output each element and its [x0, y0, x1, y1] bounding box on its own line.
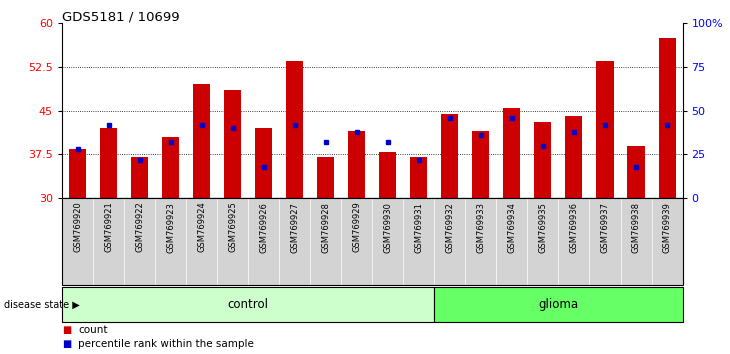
Bar [310, 198, 342, 285]
Text: GSM769921: GSM769921 [104, 202, 113, 252]
Bar [286, 61, 303, 198]
Bar [342, 198, 372, 285]
Text: GSM769939: GSM769939 [663, 202, 672, 253]
Bar [193, 84, 210, 198]
Bar [155, 198, 186, 285]
Bar [466, 198, 496, 285]
Bar [186, 198, 218, 285]
Text: GSM769930: GSM769930 [383, 202, 392, 253]
Bar [255, 128, 272, 198]
Bar [528, 198, 558, 285]
Text: GSM769927: GSM769927 [291, 202, 299, 253]
Bar [496, 198, 528, 285]
Bar [658, 38, 675, 198]
Bar [218, 198, 248, 285]
Text: GSM769934: GSM769934 [507, 202, 516, 253]
Text: GSM769933: GSM769933 [477, 202, 485, 253]
Bar [100, 128, 117, 198]
Text: GSM769924: GSM769924 [197, 202, 206, 252]
Bar [62, 287, 434, 322]
Bar [504, 108, 520, 198]
Bar [434, 287, 683, 322]
Bar [652, 198, 683, 285]
Bar [318, 157, 334, 198]
Text: GSM769928: GSM769928 [321, 202, 330, 253]
Bar [93, 198, 124, 285]
Bar [279, 198, 310, 285]
Bar [224, 90, 241, 198]
Text: GSM769923: GSM769923 [166, 202, 175, 253]
Text: GSM769931: GSM769931 [415, 202, 423, 253]
Text: count: count [78, 325, 107, 335]
Bar [372, 198, 404, 285]
Bar [124, 198, 155, 285]
Bar [590, 198, 620, 285]
Bar [628, 146, 645, 198]
Text: ■: ■ [62, 339, 72, 349]
Bar [566, 116, 583, 198]
Text: control: control [228, 298, 269, 311]
Text: ■: ■ [62, 325, 72, 335]
Text: GSM769935: GSM769935 [539, 202, 548, 253]
Bar [69, 149, 86, 198]
Bar [558, 198, 590, 285]
Bar [620, 198, 652, 285]
Text: GSM769937: GSM769937 [601, 202, 610, 253]
Text: GSM769922: GSM769922 [135, 202, 144, 252]
Bar [348, 131, 365, 198]
Bar [472, 131, 489, 198]
Bar [380, 152, 396, 198]
Bar [442, 114, 458, 198]
Text: GSM769932: GSM769932 [445, 202, 454, 253]
Bar [410, 157, 427, 198]
Bar [404, 198, 434, 285]
Bar [248, 198, 279, 285]
Text: GSM769920: GSM769920 [73, 202, 82, 252]
Text: percentile rank within the sample: percentile rank within the sample [78, 339, 254, 349]
Text: GDS5181 / 10699: GDS5181 / 10699 [62, 11, 180, 24]
Text: GSM769938: GSM769938 [631, 202, 640, 253]
Bar [162, 137, 179, 198]
Bar [596, 61, 613, 198]
Text: disease state ▶: disease state ▶ [4, 299, 80, 309]
Text: GSM769925: GSM769925 [228, 202, 237, 252]
Text: GSM769929: GSM769929 [353, 202, 361, 252]
Bar [62, 198, 93, 285]
Text: GSM769926: GSM769926 [259, 202, 268, 253]
Text: GSM769936: GSM769936 [569, 202, 578, 253]
Text: glioma: glioma [539, 298, 578, 311]
Bar [534, 122, 551, 198]
Bar [131, 157, 148, 198]
Bar [434, 198, 466, 285]
